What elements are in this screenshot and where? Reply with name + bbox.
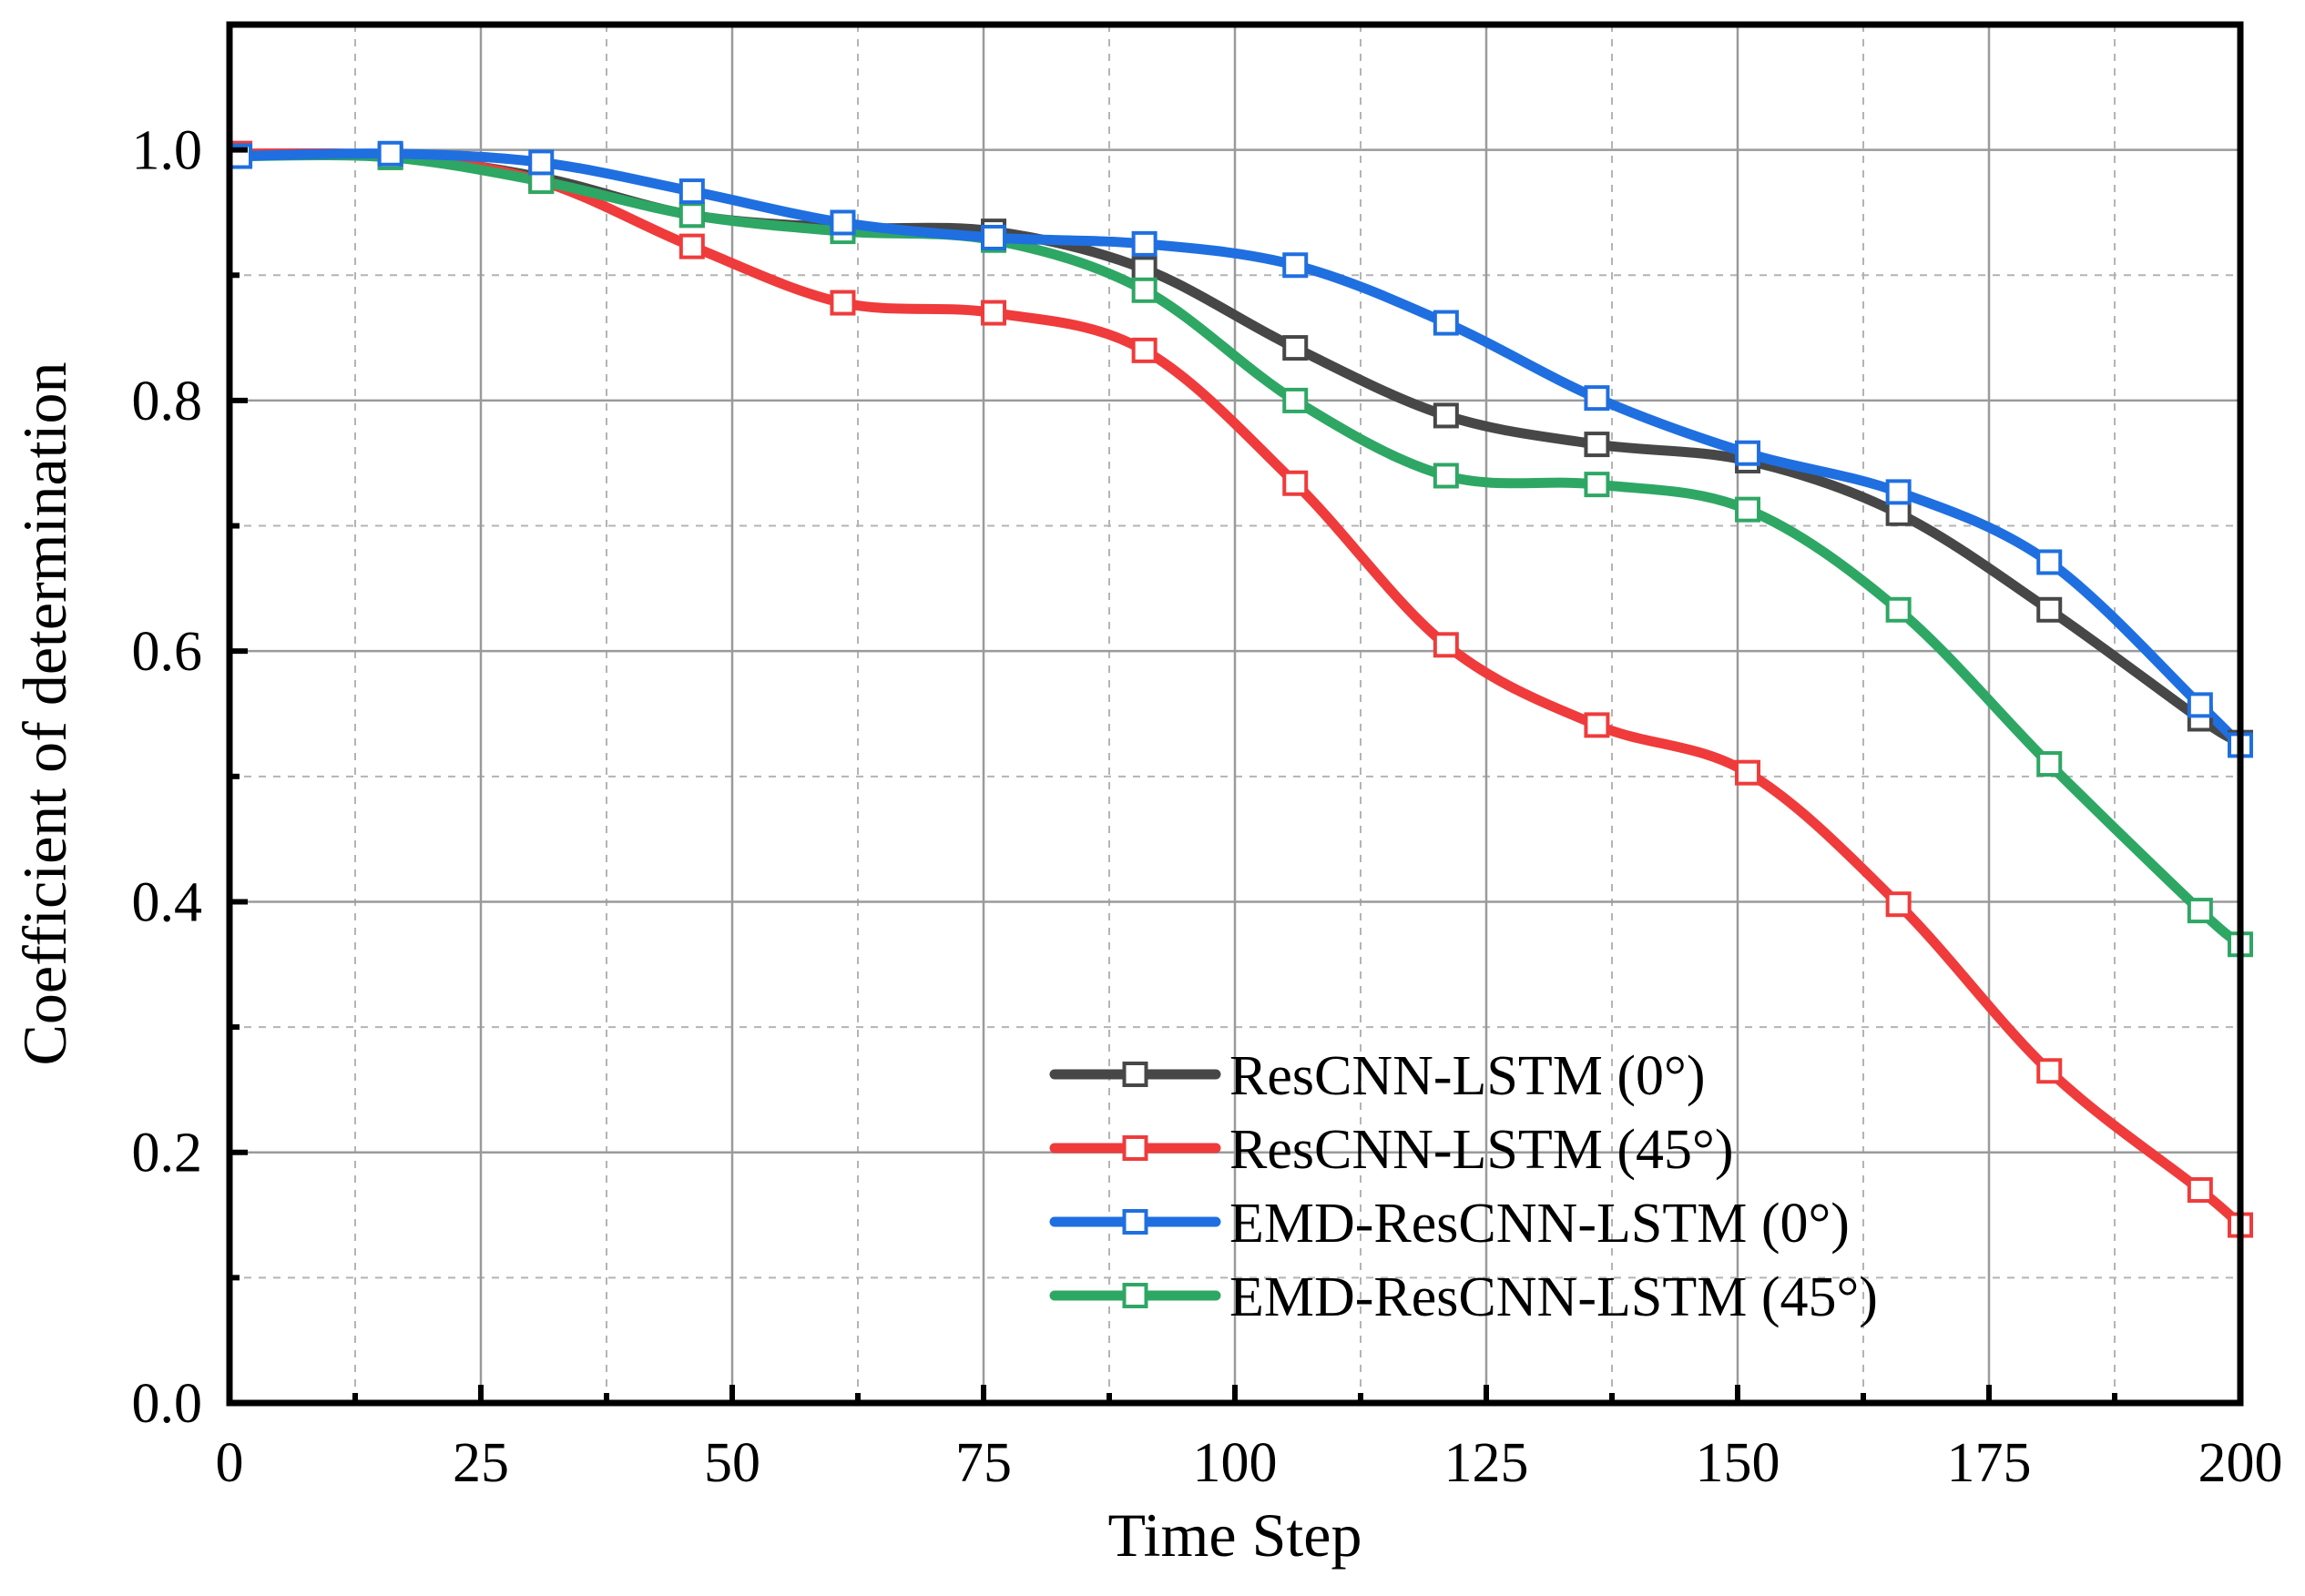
data-point-marker: [2036, 751, 2063, 778]
legend-swatch-marker: [1122, 1209, 1148, 1235]
x-tick-label: 100: [1193, 1432, 1278, 1494]
data-point-marker: [528, 149, 555, 176]
data-point-marker: [1584, 432, 1610, 458]
data-point-marker: [1131, 230, 1158, 257]
data-point-marker: [1131, 337, 1158, 363]
legend-swatch-marker: [1122, 1283, 1148, 1308]
data-point-marker: [1885, 596, 1912, 623]
data-point-marker: [2187, 1177, 2213, 1204]
data-point-marker: [377, 140, 403, 167]
legend-label: ResCNN-LSTM (45°): [1229, 1119, 1734, 1181]
data-point-marker: [1433, 632, 1459, 658]
data-point-marker: [1282, 252, 1309, 279]
series-layer: [227, 140, 2253, 1238]
y-tick-label: 0.2: [132, 1123, 203, 1184]
data-point-marker: [1131, 256, 1158, 282]
y-tick-label: 0.4: [132, 871, 203, 933]
data-point-marker: [1433, 402, 1459, 429]
data-point-marker: [1885, 479, 1912, 505]
x-tick-label: 125: [1444, 1432, 1529, 1494]
data-point-marker: [1735, 759, 1761, 786]
x-tick-label: 0: [216, 1432, 244, 1494]
x-tick-label: 175: [1947, 1432, 2032, 1494]
data-point-marker: [830, 290, 856, 316]
data-point-marker: [1131, 277, 1158, 303]
legend-swatch-marker: [1122, 1062, 1148, 1087]
x-tick-label: 75: [955, 1432, 1012, 1494]
legend-label: EMD-ResCNN-LSTM (0°): [1229, 1193, 1850, 1255]
data-point-marker: [981, 300, 1007, 326]
series-line-4: [234, 149, 2246, 950]
x-tick-label: 50: [704, 1432, 760, 1494]
data-point-marker: [1282, 470, 1309, 496]
data-point-marker: [678, 202, 705, 229]
data-point-marker: [981, 224, 1007, 250]
y-tick-label: 1.0: [132, 120, 203, 182]
data-point-marker: [2036, 596, 2063, 623]
x-tick-label: 25: [453, 1432, 509, 1494]
data-point-marker: [830, 209, 856, 236]
data-point-marker: [1735, 496, 1761, 523]
data-point-marker: [1433, 310, 1459, 336]
data-point-marker: [2187, 692, 2213, 718]
data-point-marker: [1735, 440, 1761, 466]
legend-swatch-marker: [1122, 1135, 1148, 1161]
data-point-marker: [2036, 1058, 2063, 1084]
data-point-marker: [1282, 387, 1309, 413]
data-point-marker: [1584, 712, 1610, 738]
legend-label: EMD-ResCNN-LSTM (45°): [1229, 1266, 1878, 1328]
data-point-marker: [1584, 472, 1610, 498]
y-tick-label: 0.6: [132, 621, 203, 683]
data-point-marker: [1282, 335, 1309, 361]
legend-label: ResCNN-LSTM (0°): [1229, 1045, 1706, 1107]
data-point-marker: [2187, 898, 2213, 924]
y-axis-title: Coefficient of determination: [10, 362, 79, 1066]
series-line-3: [234, 148, 2246, 750]
data-point-marker: [1885, 891, 1912, 918]
data-point-marker: [1433, 463, 1459, 489]
data-point-marker: [1584, 385, 1610, 412]
data-point-marker: [1885, 500, 1912, 526]
x-tick-label: 200: [2198, 1432, 2283, 1494]
legend: ResCNN-LSTM (0°) ResCNN-LSTM (45°) EMD-Res…: [1049, 1045, 1878, 1328]
data-point-marker: [678, 233, 705, 259]
y-tick-label: 0.0: [132, 1373, 203, 1435]
x-tick-label: 150: [1696, 1432, 1780, 1494]
ticks: 0 25 50 75 100 125 150 175 200 0.0 0.2 0.4 0.6 0.8 1.0: [132, 120, 2283, 1494]
data-point-marker: [2036, 549, 2063, 575]
y-tick-label: 0.8: [132, 371, 203, 432]
x-axis-title: Time Step: [1107, 1500, 1362, 1570]
data-point-marker: [678, 178, 705, 205]
